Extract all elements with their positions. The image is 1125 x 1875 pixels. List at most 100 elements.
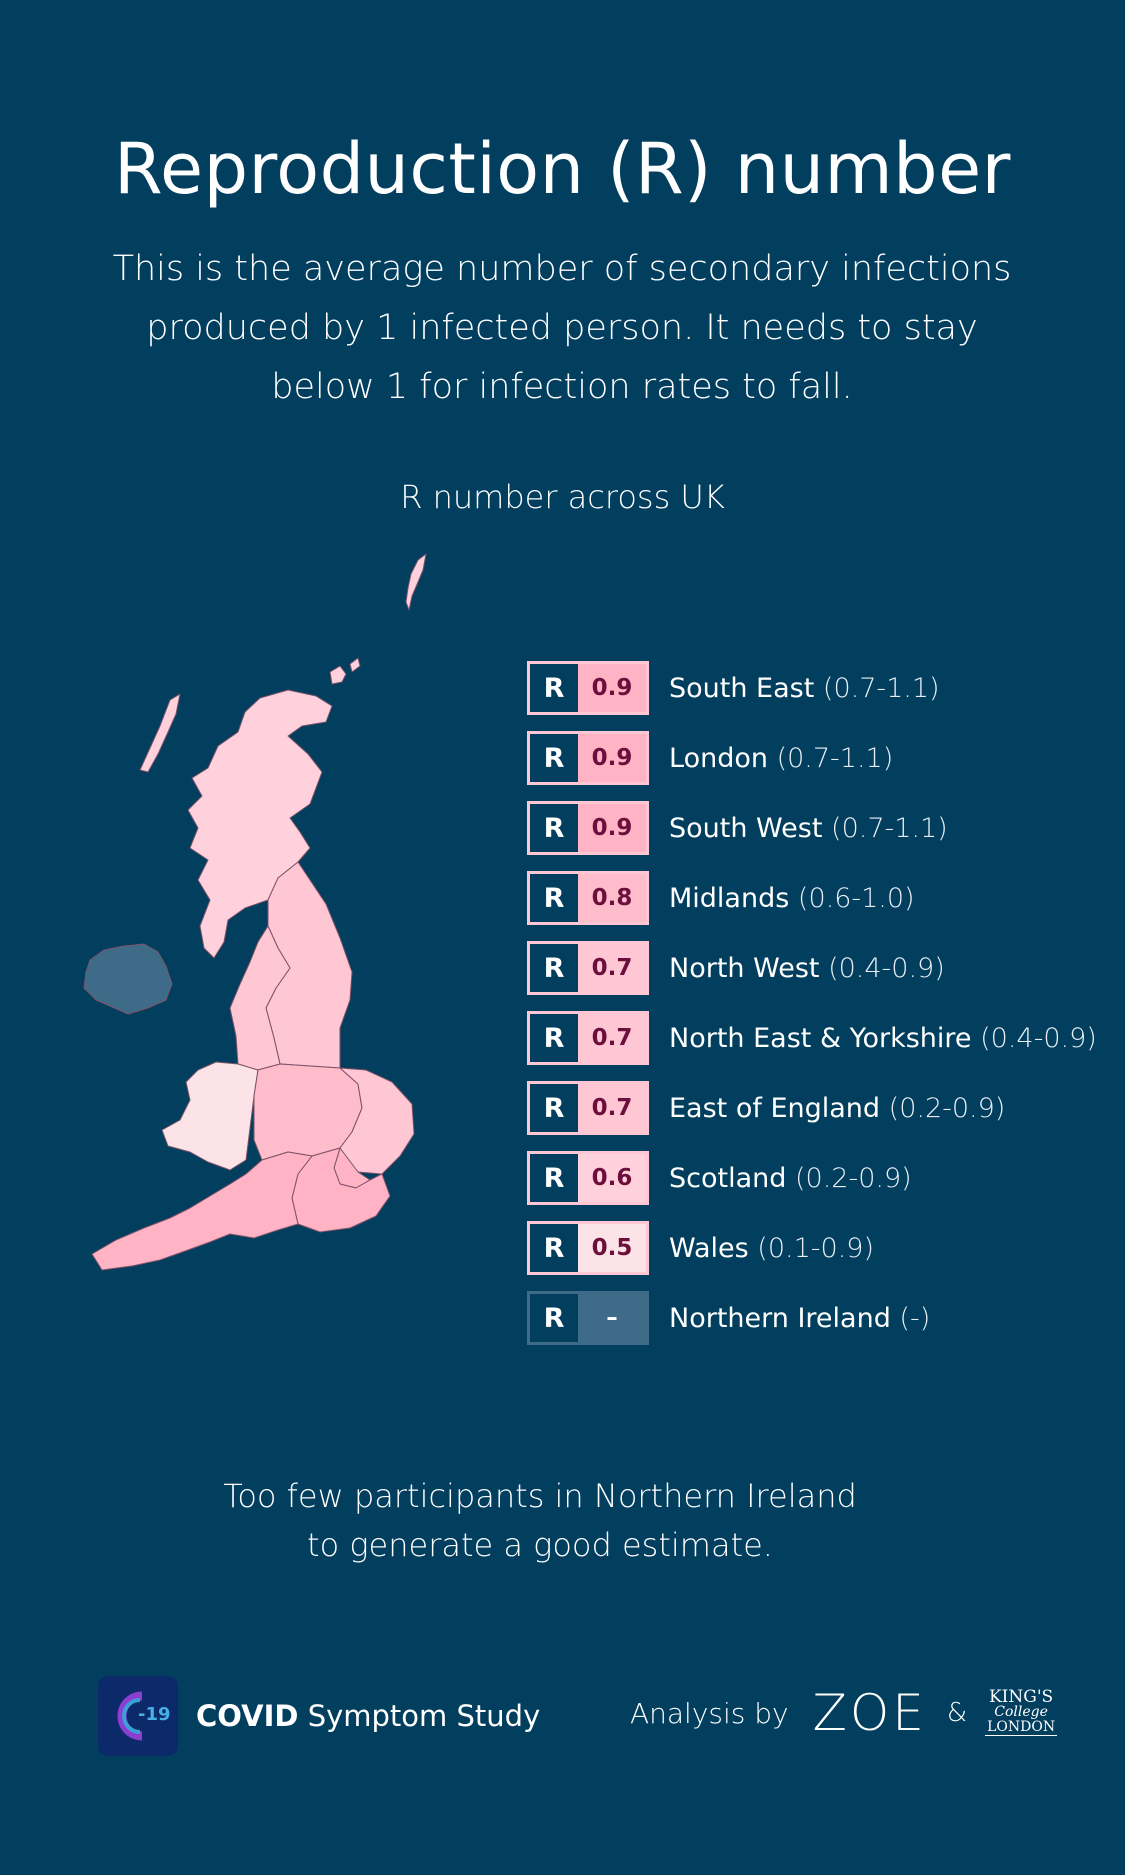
map-western-isles (139, 693, 181, 773)
r-badge: R 0.9 (527, 661, 649, 715)
r-badge-letter: R (530, 874, 578, 922)
region-range: (0.7-1.1) (831, 812, 948, 844)
legend-row-midlands: R 0.8 Midlands (0.6-1.0) (527, 870, 1117, 926)
legend-row-scotland: R 0.6 Scotland (0.2-0.9) (527, 1150, 1117, 1206)
region-label: London (0.7-1.1) (669, 743, 893, 774)
r-badge: R 0.8 (527, 871, 649, 925)
app-name: COVID Symptom Study (196, 1699, 540, 1733)
legend-row-south-east: R 0.9 South East (0.7-1.1) (527, 660, 1117, 716)
r-badge-value: 0.6 (578, 1154, 646, 1202)
r-badge: R 0.9 (527, 801, 649, 855)
region-range: (0.1-0.9) (757, 1232, 874, 1264)
r-badge-letter: R (530, 944, 578, 992)
r-badge-value: 0.7 (578, 1014, 646, 1062)
zoe-logo: ZOE (812, 1684, 927, 1742)
r-badge: R – (527, 1291, 649, 1345)
r-badge-value: 0.9 (578, 664, 646, 712)
r-badge: R 0.7 (527, 1081, 649, 1135)
map-east-of-england (339, 1067, 415, 1175)
map-orkney (329, 657, 361, 685)
region-range: (0.4-0.9) (828, 952, 945, 984)
region-range: (0.7-1.1) (822, 672, 940, 704)
legend-row-wales: R 0.5 Wales (0.1-0.9) (527, 1220, 1117, 1276)
r-badge-value: 0.8 (578, 874, 646, 922)
r-badge-letter: R (530, 664, 578, 712)
region-range: (0.2-0.9) (888, 1092, 1006, 1124)
region-label: Midlands (0.6-1.0) (669, 883, 915, 914)
r-badge-value: 0.5 (578, 1224, 646, 1272)
r-badge-letter: R (530, 1294, 578, 1342)
region-label: Scotland (0.2-0.9) (669, 1163, 912, 1194)
r-badge: R 0.9 (527, 731, 649, 785)
region-range: (0.7-1.1) (776, 742, 894, 774)
legend-row-northern-ireland: R – Northern Ireland (-) (527, 1290, 1117, 1346)
region-name: Scotland (669, 1162, 787, 1194)
region-label: South East (0.7-1.1) (669, 673, 940, 704)
region-label: North West (0.4-0.9) (669, 953, 945, 984)
region-name: East of England (669, 1092, 881, 1124)
legend-row-south-west: R 0.9 South West (0.7-1.1) (527, 800, 1117, 856)
region-name: North East & Yorkshire (669, 1022, 972, 1054)
map-heading: R number across UK (400, 478, 725, 516)
legend-row-east-of-england: R 0.7 East of England (0.2-0.9) (527, 1080, 1117, 1136)
map-scotland (187, 689, 333, 959)
r-badge-letter: R (530, 1014, 578, 1062)
legend-row-london: R 0.9 London (0.7-1.1) (527, 730, 1117, 786)
kings-college-london-logo: KING'S College LONDON (985, 1687, 1058, 1736)
kcl-line-3: LONDON (985, 1720, 1058, 1736)
r-badge: R 0.7 (527, 1011, 649, 1065)
analysis-credits: Analysis by ZOE & KING'S College LONDON (630, 1684, 1058, 1742)
uk-map (83, 553, 427, 1271)
intro-text: This is the average number of secondary … (112, 249, 1012, 407)
page-title: Reproduction (R) number (114, 128, 1011, 210)
region-label: North East & Yorkshire (0.4-0.9) (669, 1023, 1097, 1054)
r-badge-value: 0.9 (578, 804, 646, 852)
r-badge: R 0.7 (527, 941, 649, 995)
r-badge-value: 0.9 (578, 734, 646, 782)
r-badge-value: 0.7 (578, 1084, 646, 1132)
app-branding: -19 COVID Symptom Study (98, 1676, 540, 1756)
region-range: (-) (899, 1302, 931, 1334)
region-range: (0.4-0.9) (980, 1022, 1097, 1054)
r-badge-letter: R (530, 734, 578, 782)
region-name: Northern Ireland (669, 1302, 891, 1334)
r-badge-letter: R (530, 1084, 578, 1132)
map-south-west (91, 1151, 313, 1271)
r-badge-value: 0.7 (578, 944, 646, 992)
region-name: London (669, 742, 768, 774)
region-range: (0.6-1.0) (797, 882, 915, 914)
app-name-rest: Symptom Study (307, 1699, 541, 1733)
r-badge-letter: R (530, 804, 578, 852)
map-shetland (405, 553, 427, 611)
r-badge: R 0.6 (527, 1151, 649, 1205)
region-label: Northern Ireland (-) (669, 1303, 930, 1334)
kcl-line-1: KING'S (988, 1687, 1054, 1707)
legend-row-north-east-yorkshire: R 0.7 North East & Yorkshire (0.4-0.9) (527, 1010, 1117, 1066)
footnote-line-1: Too few participants in Northern Ireland (223, 1477, 857, 1515)
region-name: Wales (669, 1232, 749, 1264)
r-badge-letter: R (530, 1154, 578, 1202)
c19-icon (117, 1691, 143, 1741)
map-wales (161, 1061, 259, 1171)
region-label: South West (0.7-1.1) (669, 813, 948, 844)
r-badge-value: – (578, 1294, 646, 1342)
region-label: East of England (0.2-0.9) (669, 1093, 1005, 1124)
region-name: North West (669, 952, 820, 984)
region-range: (0.2-0.9) (794, 1162, 912, 1194)
covid-symptom-study-logo: -19 (98, 1676, 178, 1756)
region-name: South West (669, 812, 823, 844)
kcl-line-2: College (994, 1704, 1048, 1720)
region-name: South East (669, 672, 815, 704)
ampersand: & (946, 1698, 968, 1728)
region-label: Wales (0.1-0.9) (669, 1233, 874, 1264)
region-name: Midlands (669, 882, 790, 914)
r-badge: R 0.5 (527, 1221, 649, 1275)
footnote-line-2: to generate a good estimate. (307, 1526, 773, 1564)
analysis-label: Analysis by (630, 1696, 789, 1730)
r-badge-letter: R (530, 1224, 578, 1272)
app-name-bold: COVID (196, 1699, 299, 1733)
app-logo-text: -19 (138, 1704, 171, 1725)
footnote: Too few participants in Northern Ireland… (0, 1472, 1080, 1570)
legend-row-north-west: R 0.7 North West (0.4-0.9) (527, 940, 1117, 996)
map-northern-ireland (83, 943, 173, 1015)
